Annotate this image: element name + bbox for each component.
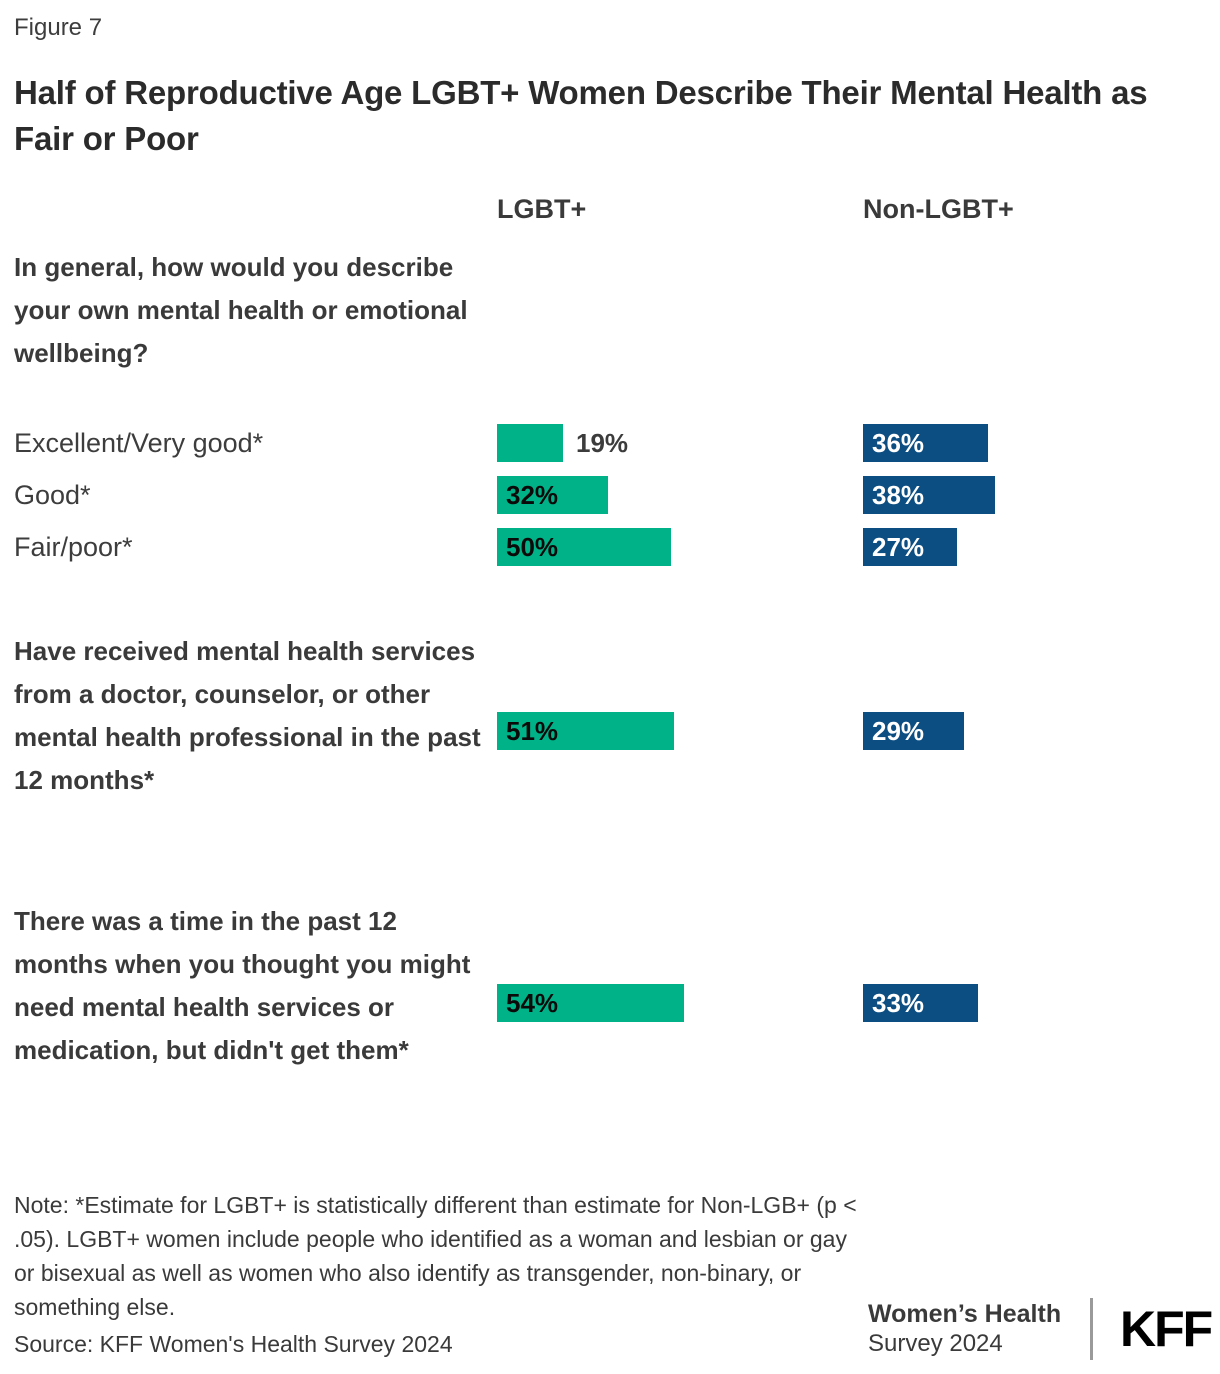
bar-non-lgbt-unmet-need: 33%	[863, 984, 978, 1022]
bar-lgbt-unmet-need: 54%	[497, 984, 684, 1022]
column-header-non-lgbt: Non-LGBT+	[863, 194, 1014, 224]
bar-row-unmet-need: 54% 33%	[0, 984, 1220, 1022]
survey-name-line1: Women’s Health	[868, 1300, 1062, 1328]
bar-row-received-services: 51% 29%	[0, 712, 1220, 750]
bar-non-lgbt-fair-poor: 27%	[863, 528, 957, 566]
bar-lgbt-received-services: 51%	[497, 712, 674, 750]
bar-value-label: 27%	[872, 532, 925, 562]
question-unmet-need: There was a time in the past 12 months w…	[14, 906, 471, 1065]
lgbt-bar-cell: 50%	[497, 528, 671, 566]
non-lgbt-bar-cell: 38%	[863, 476, 995, 514]
bar-value-label: 36%	[872, 428, 925, 458]
answer-row-fair-poor: Fair/poor* 50% 27%	[0, 528, 1220, 566]
bar-value-label: 54%	[506, 988, 559, 1018]
survey-name: Women’s Health Survey 2024	[868, 1299, 1068, 1359]
survey-name-line2: Survey 2024	[868, 1330, 1003, 1357]
source-line: Source: KFF Women's Health Survey 2024	[14, 1331, 453, 1357]
bar-value-label: 51%	[506, 716, 559, 746]
lgbt-bar-cell: 19%	[497, 424, 628, 462]
bar-non-lgbt-good: 38%	[863, 476, 995, 514]
lgbt-bar-cell: 54%	[497, 984, 684, 1022]
figure-label: Figure 7	[14, 14, 103, 41]
non-lgbt-bar-cell: 36%	[863, 424, 988, 462]
non-lgbt-bar-cell: 27%	[863, 528, 957, 566]
branding: Women’s Health Survey 2024 KFF	[868, 1298, 1213, 1360]
bar-lgbt-excellent	[497, 424, 563, 462]
answer-label: Good*	[14, 480, 91, 510]
answer-row-excellent-very-good: Excellent/Very good* 19% 36%	[0, 424, 1220, 462]
non-lgbt-bar-cell: 33%	[863, 984, 978, 1022]
kff-logo: KFF	[1120, 1301, 1213, 1357]
bar-value-label: 32%	[506, 480, 559, 510]
bar-lgbt-fair-poor: 50%	[497, 528, 671, 566]
bar-value-label: 29%	[872, 716, 925, 746]
column-header-lgbt: LGBT+	[497, 194, 587, 224]
bar-non-lgbt-excellent: 36%	[863, 424, 988, 462]
question-received-services: Have received mental health services fro…	[14, 636, 481, 795]
bar-lgbt-good: 32%	[497, 476, 608, 514]
answer-row-good: Good* 32% 38%	[0, 476, 1220, 514]
footnote: Note: *Estimate for LGBT+ is statistical…	[14, 1192, 857, 1320]
question-mental-health-rating: In general, how would you describe your …	[14, 252, 468, 368]
bar-value-label: 50%	[506, 532, 559, 562]
bar-value-label: 38%	[872, 480, 925, 510]
divider	[1090, 1298, 1093, 1360]
chart-title: Half of Reproductive Age LGBT+ Women Des…	[14, 74, 1148, 157]
bar-value-label: 19%	[576, 428, 629, 458]
lgbt-bar-cell: 51%	[497, 712, 674, 750]
bar-value-label: 33%	[872, 988, 925, 1018]
answer-label: Fair/poor*	[14, 532, 133, 562]
bar-non-lgbt-received-services: 29%	[863, 712, 964, 750]
non-lgbt-bar-cell: 29%	[863, 712, 964, 750]
answer-label: Excellent/Very good*	[14, 428, 264, 458]
lgbt-bar-cell: 32%	[497, 476, 608, 514]
